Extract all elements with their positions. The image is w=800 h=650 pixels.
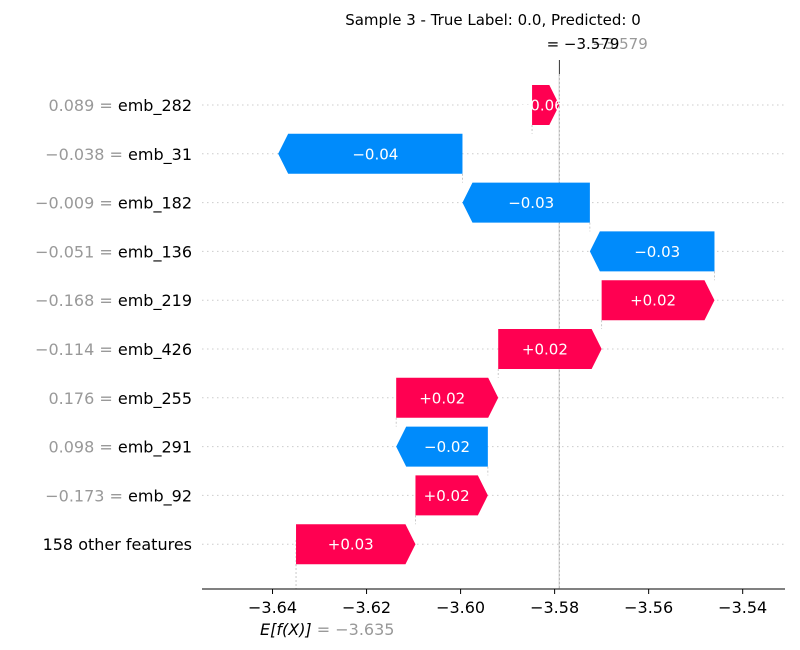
feature-name: emb_182: [118, 194, 192, 214]
feature-name: emb_255: [118, 389, 192, 409]
feature-label: −0.168 = emb_219: [35, 291, 192, 311]
feature-equals: =: [94, 291, 118, 310]
feature-label: 158 other features: [43, 535, 192, 554]
feature-value: 0.098: [48, 438, 94, 457]
waterfall-bar-emb_219: [601, 280, 715, 321]
feature-value: −0.038: [45, 145, 104, 164]
feature-equals: =: [94, 340, 118, 359]
feature-equals: =: [94, 242, 118, 261]
feature-equals: =: [94, 438, 118, 457]
bar-value-label: +0.02: [522, 341, 568, 359]
feature-value: 0.176: [48, 389, 94, 408]
feature-label: −0.038 = emb_31: [45, 145, 192, 165]
waterfall-bar-emb_31: [278, 133, 463, 174]
bar-value-label: +0.02: [419, 389, 465, 407]
fx-annotation: −3.579 = −3.579: [547, 35, 648, 53]
feature-name: emb_291: [118, 438, 192, 458]
x-axis: −3.64 −3.62 −3.60 −3.58 −3.56 −3.54: [202, 588, 785, 617]
base-value-label: E[f(X)] = −3.635: [260, 620, 394, 639]
fx-value-label: = −3.579: [547, 35, 620, 53]
x-tick-label: −3.64: [248, 598, 297, 617]
x-tick-label: −3.54: [718, 598, 767, 617]
feature-name: emb_282: [118, 96, 192, 116]
feature-label: −0.051 = emb_136: [35, 242, 192, 262]
x-tick-label: −3.58: [530, 598, 579, 617]
bar-value-label: +0.02: [630, 292, 676, 310]
feature-label: −0.173 = emb_92: [45, 486, 192, 506]
feature-value: −0.009: [35, 194, 94, 213]
feature-equals: =: [94, 194, 118, 213]
bar-value-label: +0.06: [518, 97, 564, 115]
feature-value: 0.089: [48, 96, 94, 115]
x-tick-label: −3.62: [342, 598, 391, 617]
base-value-number: = −3.635: [312, 620, 395, 639]
feature-label: 0.176 = emb_255: [48, 389, 192, 409]
bar-value-label: +0.03: [328, 536, 374, 554]
x-tick-label: −3.60: [436, 598, 485, 617]
waterfall-bar-emb_255: [396, 377, 499, 418]
bar-value-label: +0.02: [424, 487, 470, 505]
feature-name: 158 other features: [43, 535, 192, 554]
waterfall-bar-158-other-features: [296, 524, 416, 565]
waterfall-bar-emb_426: [498, 329, 602, 369]
bar-value-label: −0.04: [352, 145, 398, 163]
feature-name: emb_31: [128, 145, 192, 165]
feature-value: −0.114: [35, 340, 94, 359]
feature-label: 0.098 = emb_291: [48, 438, 192, 458]
feature-value: −0.051: [35, 242, 94, 261]
feature-label: −0.114 = emb_426: [35, 340, 192, 360]
feature-value: −0.168: [35, 291, 94, 310]
waterfall-bar-emb_291: [396, 426, 488, 467]
bar-value-label: −0.03: [634, 243, 680, 261]
feature-label: 0.089 = emb_282: [48, 96, 192, 116]
feature-equals: =: [94, 96, 118, 115]
base-value-prefix: E[f(X)]: [260, 620, 312, 639]
feature-name: emb_219: [118, 291, 192, 311]
waterfall-bar-emb_136: [589, 231, 715, 272]
chart-title: Sample 3 - True Label: 0.0, Predicted: 0: [345, 11, 641, 29]
fx-ghost-label: −3.579: [592, 35, 648, 53]
feature-name: emb_426: [118, 340, 192, 360]
feature-name: emb_92: [128, 486, 192, 506]
bar-value-label: −0.02: [424, 438, 470, 456]
feature-name: emb_136: [118, 242, 192, 262]
feature-equals: =: [104, 145, 128, 164]
bar-value-label: −0.03: [508, 194, 554, 212]
waterfall-bar-emb_182: [462, 182, 590, 223]
feature-equals: =: [104, 486, 128, 505]
feature-equals: =: [94, 389, 118, 408]
waterfall-bar-emb_92: [415, 475, 488, 516]
waterfall-bar-emb_282: [532, 85, 560, 125]
feature-label: −0.009 = emb_182: [35, 194, 192, 214]
plot-area: +0.06 0.089 = emb_282 −0.04 −0.038 = emb_31…: [35, 60, 785, 589]
feature-value: −0.173: [45, 486, 104, 505]
x-tick-label: −3.56: [624, 598, 673, 617]
